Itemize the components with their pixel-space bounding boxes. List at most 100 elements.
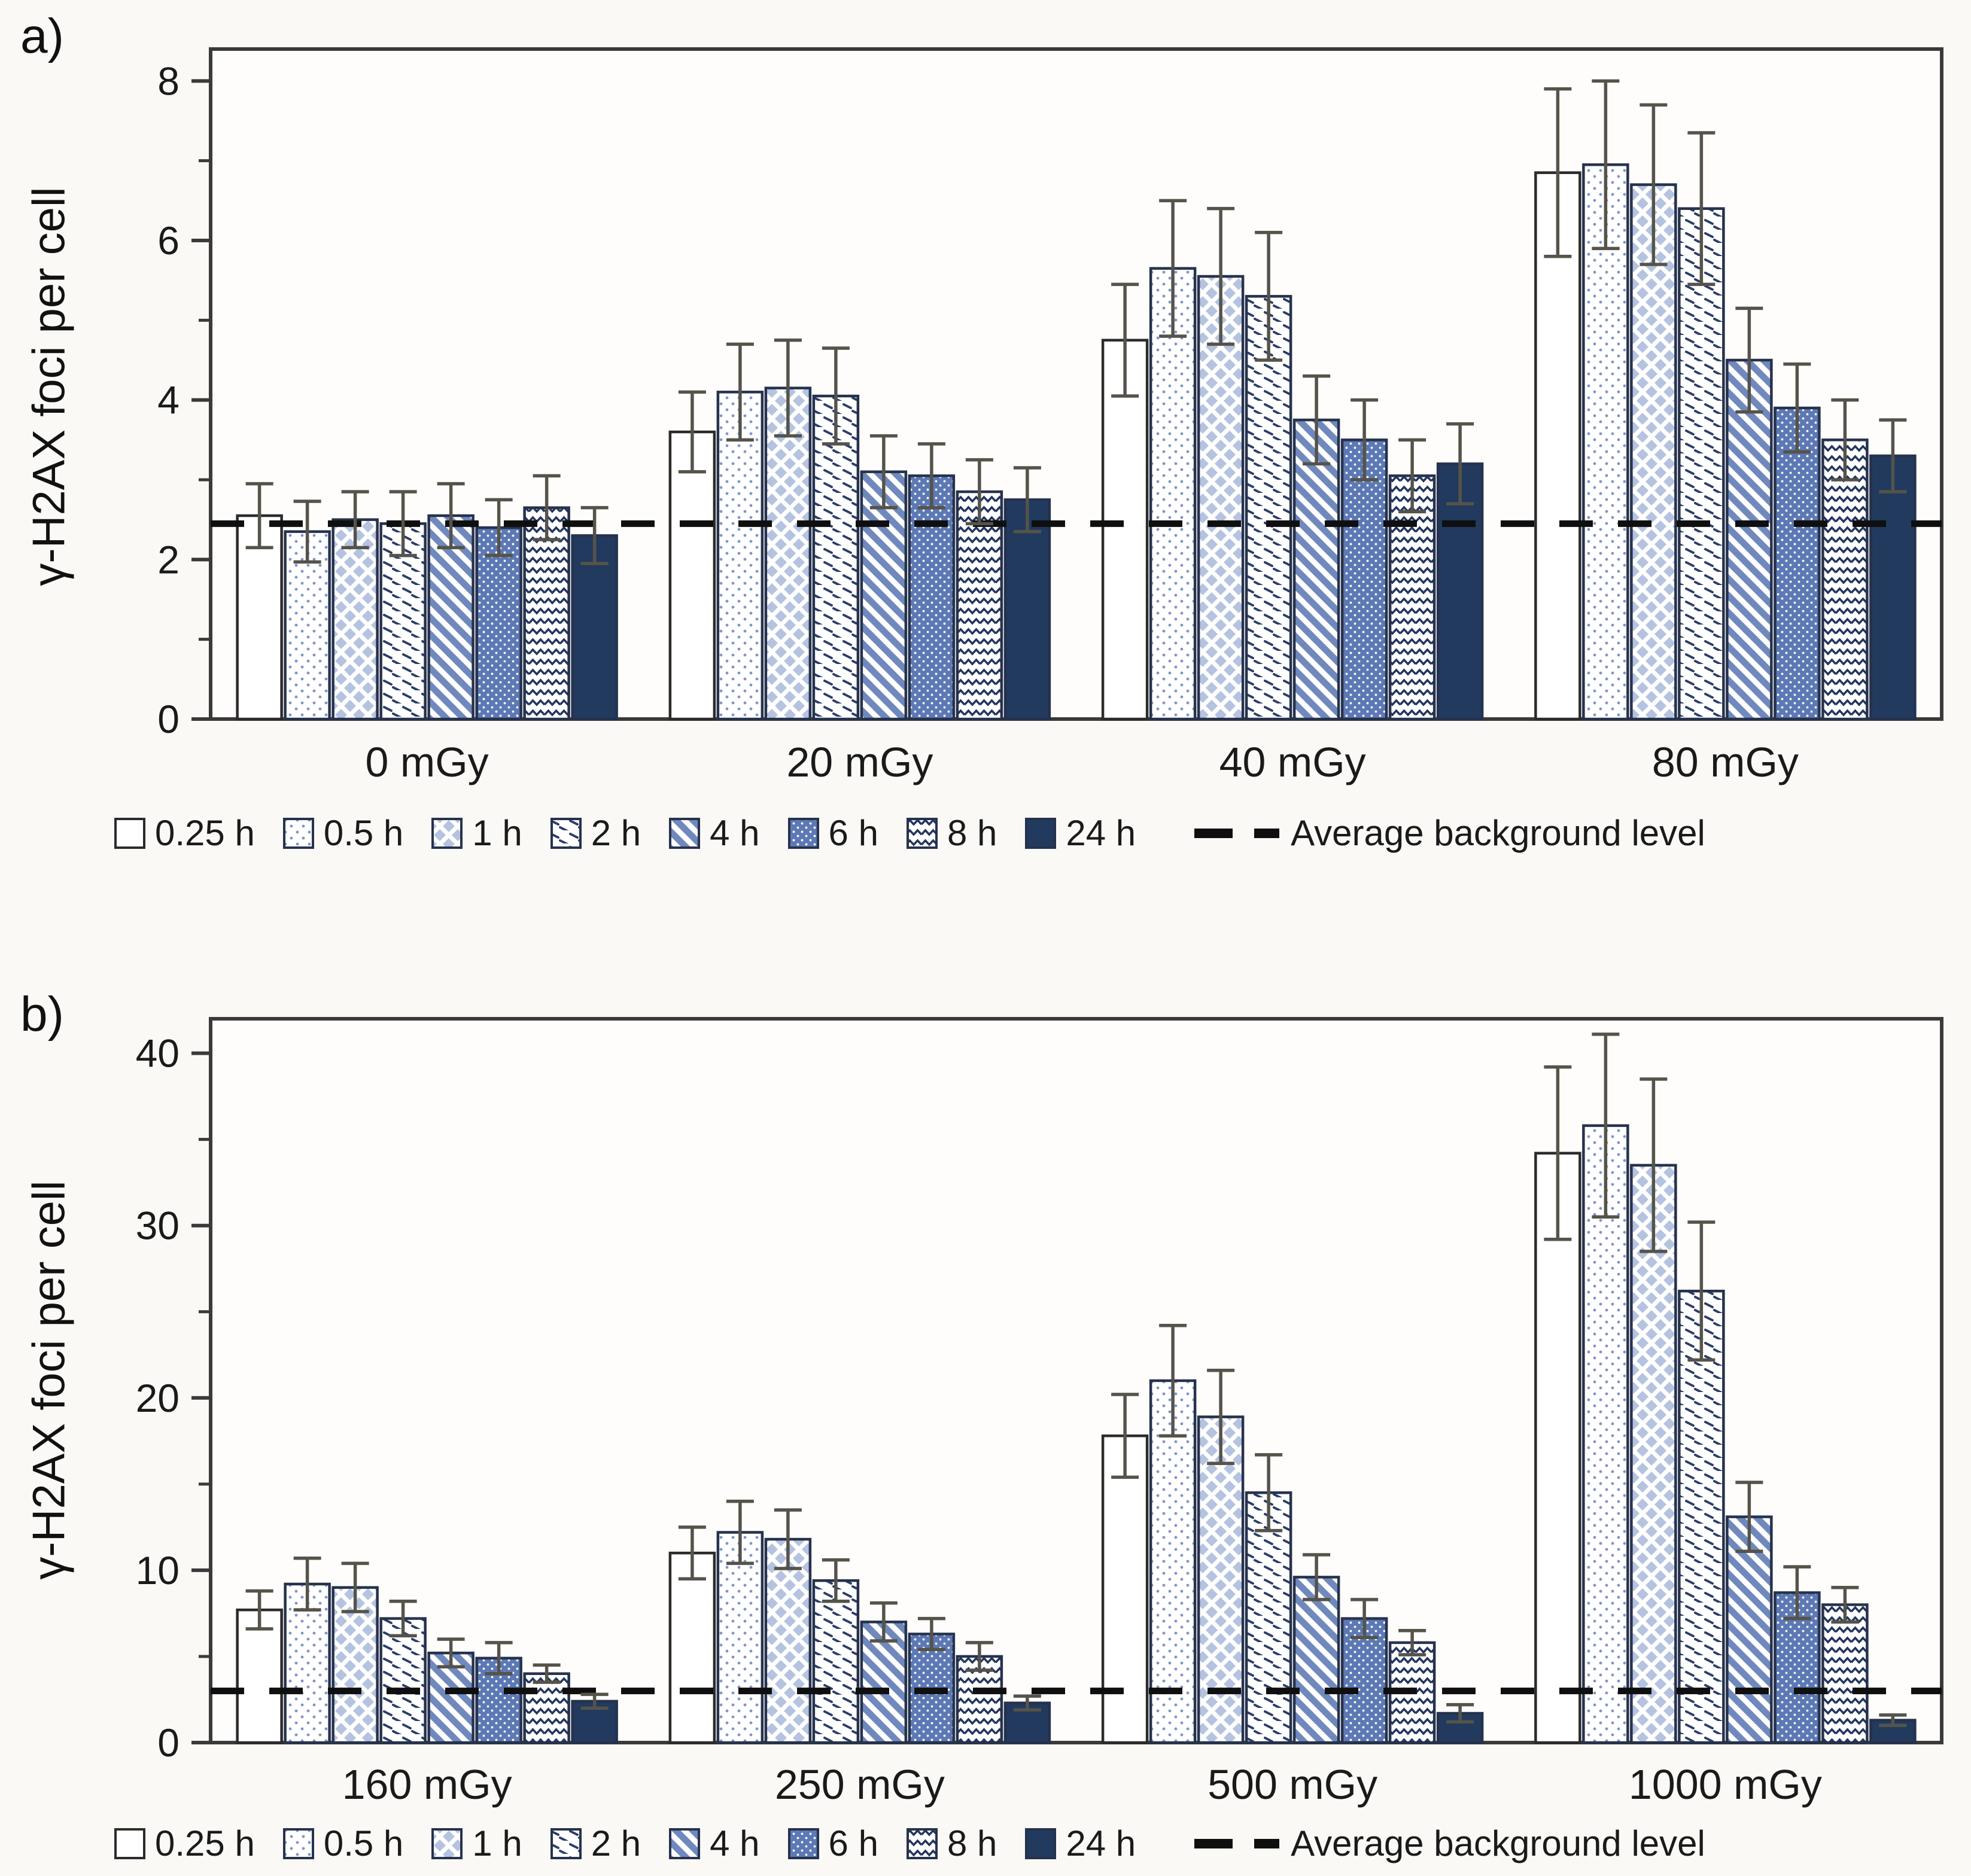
bar [1534,171,1581,721]
legend-swatch-solid-navy-icon [1025,1828,1057,1859]
bar [523,506,570,721]
group-label: 1000 mGy [1629,1761,1822,1808]
legend-item: 6 h [787,812,878,854]
bar [331,518,379,721]
bar [1582,163,1629,721]
legend-label: 0.5 h [323,813,404,853]
legend-label: 1 h [472,813,522,853]
bar [956,490,1003,721]
bar [1630,1164,1677,1744]
legend-swatch-rect [431,1828,463,1859]
bar [236,1608,283,1744]
legend-baseline-label: Average background level [1291,1823,1705,1863]
legend-swatch-diagonal-dashes-icon [550,817,582,849]
bar [523,1672,570,1744]
legend-b: 0.25 h 0.5 h 1 h 2 h 4 h 6 h 8 h 24 h Average ba… [0,1823,1705,1864]
legend-label: 4 h [710,1823,760,1863]
legend-swatch-rect [550,1828,582,1859]
legend-swatch-dotted-dark-blue-icon [787,817,819,849]
bar [812,394,860,721]
bar [1630,183,1677,721]
bar [860,470,908,721]
legend-item: 2 h [550,812,641,854]
y-tick-label: 4 [157,378,180,422]
panel-b: b) γ-H2AX foci per cell 0 10 20 30 40 160 mGy… [0,984,1971,1876]
legend-label: 8 h [947,1823,997,1863]
legend-item: 8 h [906,812,997,854]
bar [1821,1603,1869,1744]
legend-swatch-rect [1025,817,1057,849]
y-tick-label: 6 [157,218,180,263]
legend-item: 6 h [787,1823,878,1864]
legend-label: 1 h [472,1823,522,1863]
legend-swatch-diagonal-stripes-icon [669,1828,701,1859]
y-tick-label: 10 [136,1548,180,1592]
legend-swatch-rect [906,817,938,849]
legend-swatch-rect [787,817,819,849]
legend-swatch-solid-navy-icon [1025,817,1057,849]
legend-swatch-rect [1025,1828,1057,1859]
legend-label: 24 h [1066,813,1136,853]
legend-item: 0.25 h [114,1823,255,1864]
bar [1582,1124,1629,1744]
legend-item: 1 h [431,812,522,854]
bar [1774,406,1821,721]
y-tick-label: 2 [157,537,180,581]
group-label: 250 mGy [775,1761,945,1808]
bar [1245,295,1292,721]
y-tick-label: 30 [136,1204,180,1248]
group-label: 20 mGy [786,739,933,785]
legend-label: 8 h [947,813,997,853]
legend-swatch-rect [787,1828,819,1859]
panel-b-label: b) [20,987,64,1041]
y-tick-label: 0 [157,1720,180,1765]
legend-swatch-dotted-icon [282,1828,314,1859]
legend-label: 24 h [1066,1823,1136,1863]
legend-item: 8 h [906,1823,997,1864]
legend-swatch-rect [282,817,314,849]
legend-item: 0.5 h [282,812,403,854]
bar [1101,1434,1149,1744]
legend-label: 0.25 h [155,1823,255,1863]
bar [475,526,522,721]
legend-swatch-rect [114,1828,145,1859]
bar [1678,207,1725,721]
legend-swatch-rect [669,817,701,849]
bar [427,1651,474,1744]
legend-item: 2 h [550,1823,641,1864]
bar [1678,1289,1725,1744]
legend-swatch-basket-weave-icon [431,1828,463,1859]
bar [1388,474,1436,721]
bar [1726,358,1773,721]
legend-swatch-plain-white-icon [114,817,145,849]
y-tick-label: 40 [136,1031,180,1076]
bar [1726,1515,1773,1744]
legend-item-baseline: Average background level [1192,812,1705,854]
legend-label: 2 h [591,1823,641,1863]
legend-item: 4 h [668,1823,760,1864]
bar [1340,1617,1388,1744]
bar [668,430,716,721]
bar [1197,275,1245,721]
bar [427,514,474,721]
legend-label: 6 h [828,1823,878,1863]
legend-swatch-rect [282,1828,314,1859]
y-tick-label: 8 [157,59,180,103]
bar [1869,454,1917,721]
group-label: 40 mGy [1219,739,1366,785]
bar [1245,1491,1292,1744]
bar [331,1586,379,1744]
bar [1534,1152,1581,1744]
bar [571,534,618,721]
legend-label: 0.5 h [323,1823,404,1863]
legend-item: 4 h [668,812,760,854]
legend-swatch-rect [906,1828,938,1859]
bar [908,474,956,721]
legend-label: 0.25 h [155,813,255,853]
legend-item: 24 h [1024,812,1136,854]
chart-b-svg: 0 10 20 30 40 160 mGy 250 mGy 500 mGy 1000 mGy [136,1017,1943,1808]
legend-item: 0.5 h [282,1823,403,1864]
dashed-line-icon [1194,828,1280,838]
